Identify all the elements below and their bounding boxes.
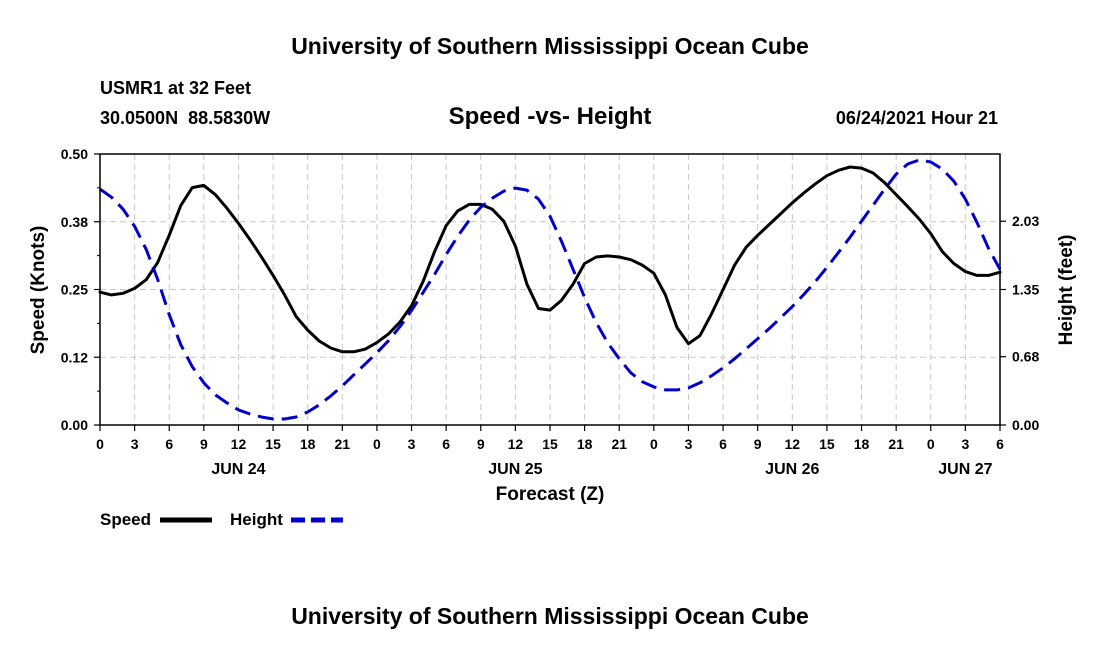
x-tick-label: 15 — [265, 436, 281, 452]
date-label: JUN 24 — [211, 461, 265, 478]
x-tick-label: 3 — [408, 436, 416, 452]
x-tick-label: 3 — [961, 436, 969, 452]
y2-tick-label: 2.03 — [1012, 213, 1039, 229]
x-tick-label: 15 — [819, 436, 835, 452]
series-line-speed — [98, 165, 1002, 354]
chart-grid — [100, 154, 1000, 425]
x-tick-label: 21 — [611, 436, 627, 452]
x-tick-label: 0 — [96, 436, 104, 452]
chart-series — [98, 158, 1002, 421]
y2-tick-label: 0.00 — [1012, 417, 1039, 433]
date-label: JUN 25 — [488, 461, 542, 478]
x-tick-label: 12 — [231, 436, 247, 452]
chart-legend: Speed Height — [100, 510, 343, 529]
x-axis-title: Forecast (Z) — [496, 484, 605, 505]
x-tick-label: 6 — [165, 436, 173, 452]
x-tick-label: 0 — [927, 436, 935, 452]
legend-speed-label: Speed — [100, 510, 151, 529]
x-tick-label: 9 — [477, 436, 485, 452]
x-tick-label: 0 — [650, 436, 658, 452]
x-tick-label: 6 — [719, 436, 727, 452]
y2-axis-title: Height (feet) — [1056, 235, 1077, 346]
y2-tick-label: 0.68 — [1012, 349, 1039, 365]
x-tick-label: 9 — [754, 436, 762, 452]
footer-title: University of Southern Mississippi Ocean… — [291, 603, 809, 629]
coordinates-label: 30.0500N 88.5830W — [100, 108, 270, 128]
y-tick-label: 0.38 — [61, 214, 88, 230]
y-axis-title: Speed (Knots) — [28, 226, 49, 355]
forecast-datetime: 06/24/2021 Hour 21 — [836, 108, 998, 128]
date-label: JUN 27 — [938, 461, 992, 478]
y-axis-right: 0.00 0.68 1.35 2.03 — [1000, 213, 1039, 433]
date-label: JUN 26 — [765, 461, 819, 478]
y-tick-label: 0.50 — [61, 146, 88, 162]
y2-tick-label: 1.35 — [1012, 282, 1039, 298]
x-tick-label: 3 — [131, 436, 139, 452]
x-tick-label: 9 — [200, 436, 208, 452]
x-tick-label: 21 — [888, 436, 904, 452]
x-tick-label: 12 — [785, 436, 801, 452]
series-line-height — [99, 158, 1002, 421]
x-tick-label: 15 — [542, 436, 558, 452]
x-tick-label: 18 — [577, 436, 593, 452]
x-axis: 0 3 6 9 12 15 18 21 0 3 6 9 12 15 18 21 0 3 6 9 12 15 18 21 0 3 6J… — [96, 425, 1004, 478]
x-tick-label: 3 — [685, 436, 693, 452]
x-tick-label: 6 — [442, 436, 450, 452]
chart-subtitle: Speed -vs- Height — [449, 103, 652, 130]
y-axis-left: 0.00 0.12 0.25 0.38 0.50 — [61, 146, 100, 433]
page-title: University of Southern Mississippi Ocean… — [291, 33, 809, 59]
x-tick-label: 6 — [996, 436, 1004, 452]
station-label: USMR1 at 32 Feet — [100, 78, 251, 98]
x-tick-label: 21 — [335, 436, 351, 452]
x-tick-label: 12 — [508, 436, 524, 452]
legend-height-label: Height — [230, 510, 283, 529]
y-tick-label: 0.25 — [61, 282, 88, 298]
x-tick-label: 18 — [300, 436, 316, 452]
y-tick-label: 0.00 — [61, 417, 88, 433]
y-tick-label: 0.12 — [61, 349, 88, 365]
x-tick-label: 0 — [373, 436, 381, 452]
x-tick-label: 18 — [854, 436, 870, 452]
